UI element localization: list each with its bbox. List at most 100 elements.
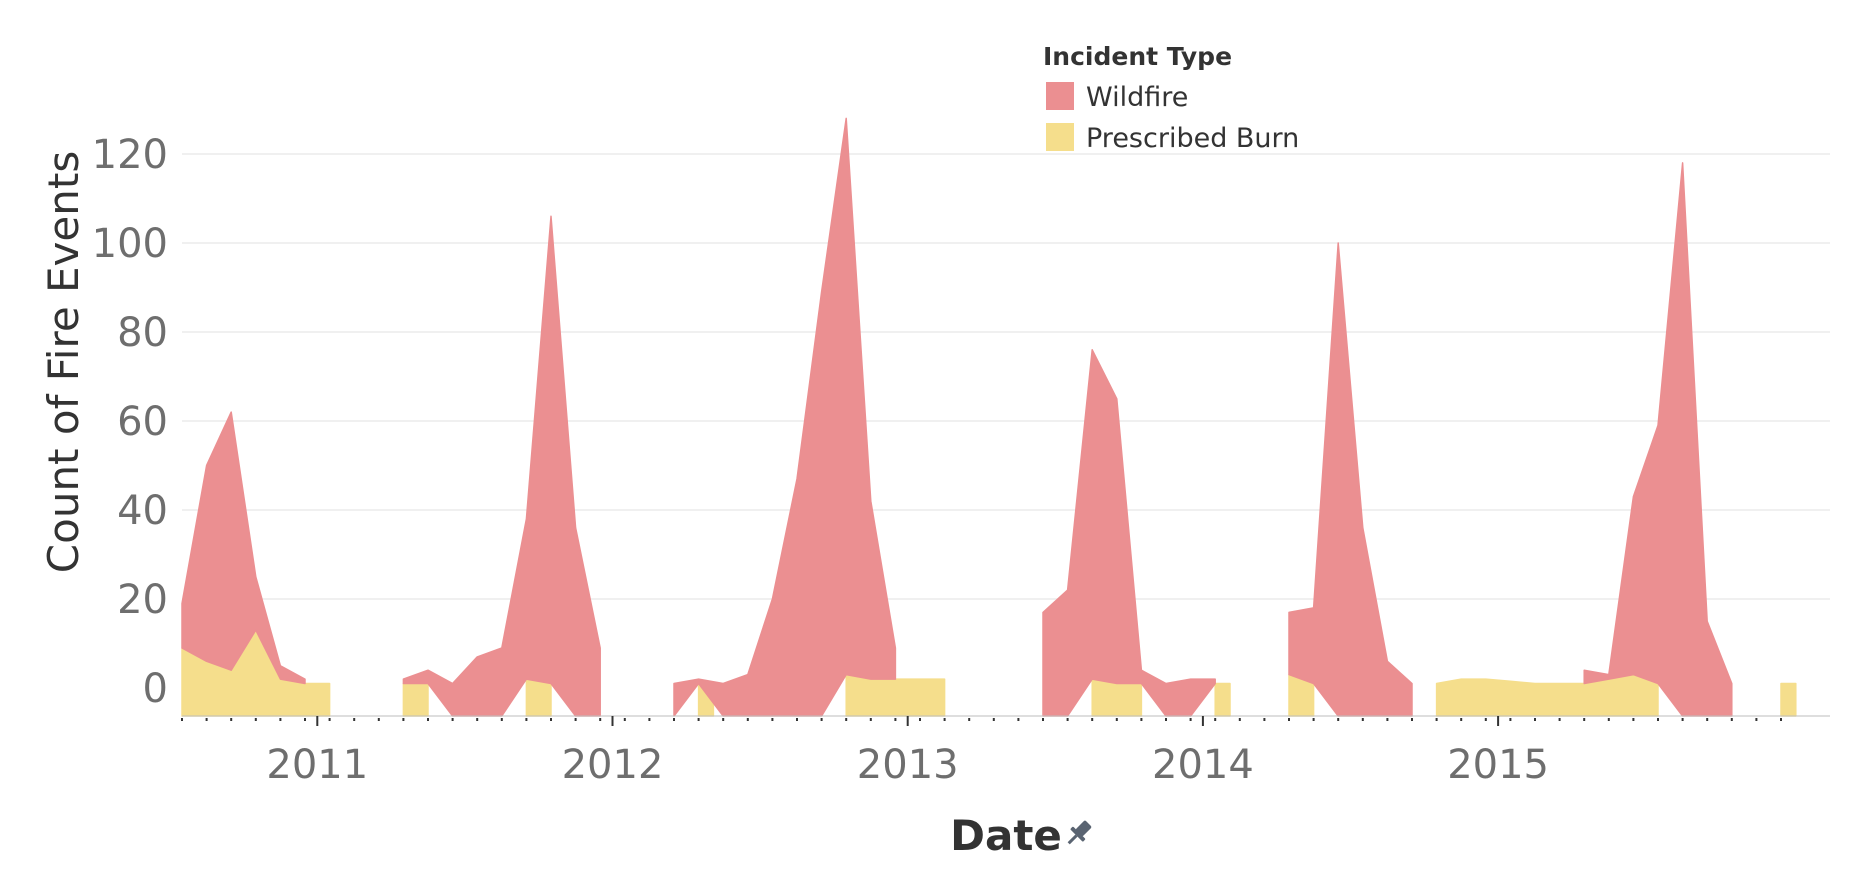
x-minor-tick <box>796 718 798 721</box>
y-tick-label: 0 <box>143 666 168 712</box>
x-minor-tick <box>1755 718 1758 721</box>
x-minor-tick <box>697 718 700 721</box>
x-minor-tick <box>377 718 380 721</box>
x-minor-tick <box>574 718 577 721</box>
x-minor-tick <box>1706 718 1709 721</box>
area-prescribed-burn[interactable] <box>1780 682 1797 717</box>
x-minor-tick <box>1140 718 1143 721</box>
x-minor-tick <box>328 718 331 721</box>
x-minor-tick <box>623 718 626 721</box>
x-minor-tick <box>722 718 725 721</box>
x-tick-label: 2011 <box>266 742 368 788</box>
x-minor-tick <box>550 718 552 721</box>
x-minor-tick <box>1066 718 1069 721</box>
x-minor-tick <box>279 718 282 721</box>
x-minor-tick <box>500 718 503 721</box>
x-axis-title: Date <box>950 811 1062 860</box>
x-minor-tick <box>1657 718 1659 721</box>
y-axis: 0 20 40 60 80 100 120 <box>92 132 168 712</box>
y-axis-title: Count of Fire Events <box>39 151 88 573</box>
area-prescribed-burn[interactable] <box>1091 678 1143 717</box>
area-wildfire[interactable] <box>181 411 306 685</box>
x-minor-tick <box>746 718 749 721</box>
area-wildfire[interactable] <box>1583 162 1733 717</box>
area-wildfire[interactable] <box>1288 242 1413 717</box>
x-minor-tick <box>1411 718 1413 721</box>
x-minor-tick <box>1312 718 1315 721</box>
x-minor-tick <box>1165 718 1167 721</box>
x-minor-tick <box>1632 718 1635 721</box>
x-minor-tick <box>402 718 405 721</box>
x-minor-tick <box>1435 718 1438 721</box>
x-minor-tick <box>1558 718 1561 721</box>
x-minor-tick <box>476 718 479 721</box>
y-tick-label: 60 <box>117 399 168 445</box>
x-minor-tick <box>845 718 848 721</box>
x-tick-label: 2013 <box>857 742 959 788</box>
chart-areas <box>181 117 1797 717</box>
legend: Incident Type Wildfire Prescribed Burn <box>1043 42 1299 154</box>
x-minor-tick <box>181 718 183 721</box>
area-prescribed-burn[interactable] <box>845 673 946 717</box>
x-minor-tick <box>525 718 528 721</box>
y-tick-label: 20 <box>117 577 168 623</box>
x-minor-tick <box>992 718 995 721</box>
x-minor-tick <box>1238 718 1241 721</box>
legend-title: Incident Type <box>1043 42 1232 71</box>
y-tick-label: 100 <box>92 221 168 267</box>
x-minor-tick <box>1780 718 1782 721</box>
x-minor-tick <box>894 718 897 721</box>
x-minor-tick <box>1214 718 1217 721</box>
x-minor-tick <box>353 718 356 721</box>
x-minor-tick <box>1730 718 1733 721</box>
x-minor-tick <box>820 718 823 721</box>
x-minor-tick <box>1460 718 1463 721</box>
x-minor-tick <box>919 718 921 721</box>
gridlines <box>182 153 1830 600</box>
x-minor-tick <box>1337 718 1340 721</box>
x-minor-tick <box>1607 718 1610 721</box>
x-minor-tick <box>1534 718 1536 721</box>
x-minor-tick <box>1681 718 1684 721</box>
legend-swatch-wildfire[interactable] <box>1046 82 1074 110</box>
legend-swatch-prescribed-burn[interactable] <box>1046 123 1074 151</box>
x-minor-tick <box>451 718 454 721</box>
legend-label-wildfire[interactable]: Wildfire <box>1086 82 1188 113</box>
x-minor-tick <box>230 718 233 721</box>
area-wildfire[interactable] <box>673 117 897 717</box>
x-minor-tick <box>1361 718 1364 721</box>
legend-label-prescribed-burn[interactable]: Prescribed Burn <box>1086 123 1299 154</box>
pin-icon[interactable] <box>1062 817 1095 850</box>
area-prescribed-burn[interactable] <box>1435 673 1659 717</box>
area-prescribed-burn[interactable] <box>1214 682 1231 717</box>
x-tick-label: 2012 <box>562 742 664 788</box>
x-minor-tick <box>304 718 306 721</box>
x-minor-tick <box>771 718 774 721</box>
x-tick-labels: 2011 2012 2013 2014 2015 <box>266 742 1549 788</box>
x-minor-tick <box>1263 718 1266 721</box>
x-tick-label: 2015 <box>1447 742 1549 788</box>
x-minor-tick <box>1583 718 1586 721</box>
area-wildfire[interactable] <box>1042 349 1216 717</box>
area-prescribed-burn[interactable] <box>402 682 429 717</box>
x-minor-tick <box>673 718 675 721</box>
x-minor-tick <box>427 718 429 721</box>
area-wildfire[interactable] <box>402 215 601 717</box>
y-tick-label: 120 <box>92 132 168 178</box>
x-minor-tick <box>1288 718 1290 721</box>
x-minor-tick <box>205 718 208 721</box>
x-minor-tick <box>943 718 946 721</box>
area-prescribed-burn[interactable] <box>525 678 552 717</box>
x-minor-tick <box>1115 718 1118 721</box>
x-minor-tick <box>869 718 872 721</box>
x-minor-tick <box>1091 718 1094 721</box>
y-tick-label: 80 <box>117 310 168 356</box>
x-minor-tick <box>1509 718 1512 721</box>
x-minor-tick <box>1017 718 1020 721</box>
x-minor-tick <box>968 718 971 721</box>
x-minor-tick <box>1189 718 1192 721</box>
x-minor-tick <box>599 718 602 721</box>
x-minor-tick <box>648 718 651 721</box>
x-minor-tick <box>1386 718 1389 721</box>
